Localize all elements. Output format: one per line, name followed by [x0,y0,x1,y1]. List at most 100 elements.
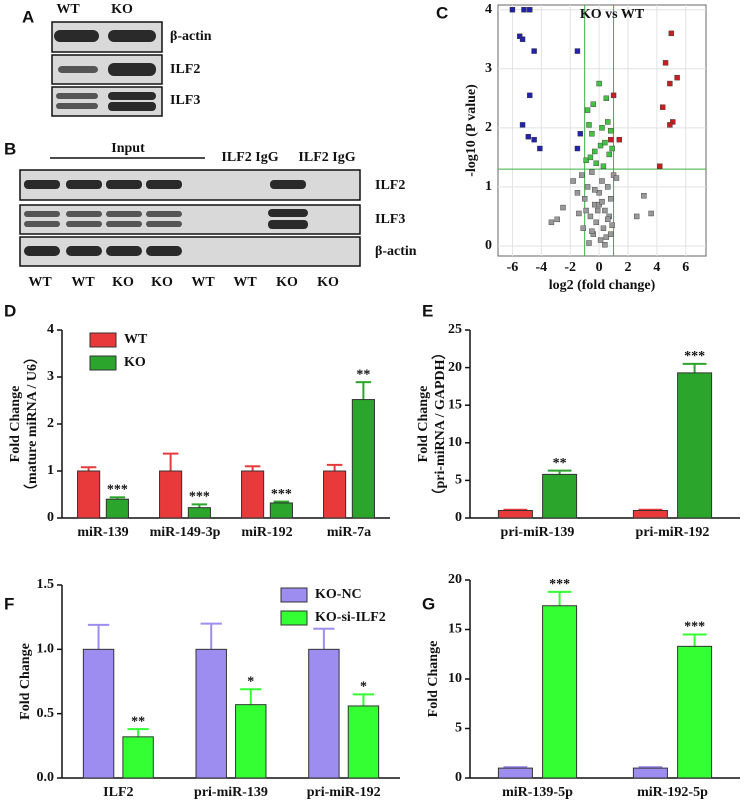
point [576,210,582,217]
point [592,148,598,155]
x-tick-label: -2 [564,260,576,275]
y-tick-label: 1 [485,179,492,194]
blot-band [108,30,156,42]
y-tick-label: 5 [455,473,462,488]
blot-band [54,30,99,42]
point [606,151,612,158]
x-tick-label: pri-miR-192 [636,525,710,540]
point [548,219,555,226]
point [527,7,533,13]
y-tick-label: 5 [455,721,462,736]
point [586,240,592,246]
panel-label: A [22,7,34,26]
row-label: ILF3 [375,212,405,227]
lane-label: WT [191,275,215,290]
y-tick-label: 0 [455,770,462,785]
y-tick-label: 25 [448,322,462,337]
point [605,184,611,190]
lane-label: KO [276,275,298,290]
bar [195,648,227,779]
panel-label: G [422,594,435,613]
point [554,216,560,223]
bar [235,704,267,779]
point [602,207,608,214]
point [667,80,673,87]
significance-label: * [360,680,367,695]
y-tick-label: 2 [485,120,492,135]
row-label: β-actin [375,244,417,259]
bar [269,502,293,519]
point [667,122,673,128]
row-label: ILF2 [170,62,200,77]
lane-label: WT [233,275,257,290]
x-tick-label: 2 [625,260,632,275]
bar [241,470,265,519]
point [583,157,589,164]
point [560,204,566,211]
point [574,48,581,54]
point [602,139,608,146]
point [605,216,611,223]
point [519,122,526,128]
y-axis-label: Fold Change [426,641,441,718]
point [574,190,581,196]
y-axis-label: （mature miRNA / U6） [24,350,40,498]
point [593,219,599,226]
blot-band [58,66,98,73]
bar [323,470,347,519]
x-tick-label: pri-miR-139 [501,525,575,540]
x-tick-label: -6 [507,260,519,275]
blot-band [56,103,98,109]
bar [351,399,375,519]
y-tick-label: 0.0 [37,770,55,785]
bar [77,470,101,519]
y-tick-label: 4 [485,2,492,17]
point [616,136,623,143]
point [519,36,526,42]
bar [82,648,115,779]
x-tick-label: miR-7a [327,525,371,540]
point [574,145,581,152]
x-tick-label: miR-192 [241,525,292,540]
point [592,187,598,193]
bar [677,372,713,519]
point [581,196,588,202]
point [600,163,607,169]
y-tick-label: 1 [47,463,54,478]
panel-label: D [4,301,16,320]
legend-label: KO-si-ILF2 [315,610,386,625]
bar [542,605,578,779]
panel-label: F [4,594,14,613]
panel-label: E [422,301,433,320]
point [659,104,666,110]
y-tick-label: 20 [448,360,462,375]
point [607,136,614,143]
point [584,107,591,113]
point [597,142,604,149]
x-tick-label: 4 [653,260,660,275]
blot-bands [24,180,308,256]
bar [542,473,578,519]
y-tick-label: 2 [47,416,54,431]
lane-label: WT [71,275,95,290]
significance-label: *** [107,483,128,498]
legend-label: KO [124,355,146,370]
blot-band [108,92,156,100]
group-label: Input [111,141,145,156]
point [609,145,615,152]
significance-label: ** [131,714,145,729]
y-tick-label: 4 [47,322,54,337]
point [603,234,610,240]
point [605,119,611,125]
significance-label: *** [549,577,570,592]
point [607,231,614,237]
point [587,154,594,161]
point [596,201,602,208]
point [609,222,615,228]
point [613,175,620,181]
x-tick-label: pri-miR-192 [307,785,381,800]
point [525,134,532,140]
point [599,125,605,131]
point [603,95,610,102]
